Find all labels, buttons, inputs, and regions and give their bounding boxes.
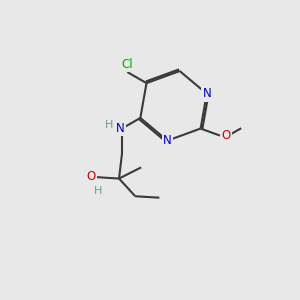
Text: O: O [87,170,96,183]
Text: H: H [105,120,114,130]
Text: N: N [202,87,211,100]
Text: H: H [94,186,103,196]
Text: Cl: Cl [122,58,133,70]
Text: O: O [221,129,231,142]
Text: N: N [116,122,125,135]
Text: N: N [163,134,172,147]
